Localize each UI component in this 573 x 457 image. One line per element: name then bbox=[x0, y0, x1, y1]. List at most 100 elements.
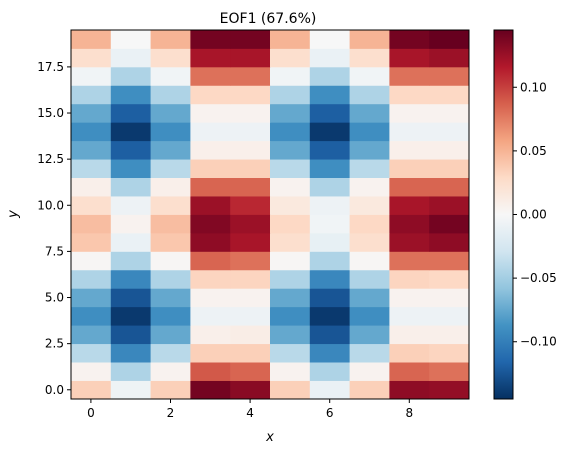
heatmap-cell bbox=[270, 214, 311, 234]
heatmap-cell bbox=[110, 232, 151, 252]
heatmap-cell bbox=[389, 214, 430, 234]
heatmap-cell bbox=[110, 380, 151, 400]
heatmap-cell bbox=[150, 30, 191, 49]
heatmap-cell bbox=[190, 380, 231, 400]
heatmap-cell bbox=[150, 362, 191, 381]
heatmap-cell bbox=[309, 362, 350, 381]
heatmap-cell bbox=[429, 380, 470, 400]
heatmap-cell bbox=[270, 232, 311, 252]
heatmap-cell bbox=[270, 66, 311, 86]
heatmap-cell bbox=[309, 269, 350, 289]
x-tick-label: 4 bbox=[246, 406, 254, 420]
heatmap-cell bbox=[270, 269, 311, 289]
heatmap-cell bbox=[349, 232, 390, 252]
heatmap-cell bbox=[349, 122, 390, 142]
heatmap-cell bbox=[150, 196, 191, 215]
heatmap-cell bbox=[429, 343, 470, 363]
heatmap-cell bbox=[309, 325, 350, 345]
heatmap-cell bbox=[190, 85, 231, 105]
heatmap-cell bbox=[429, 66, 470, 86]
heatmap-cell bbox=[389, 362, 430, 381]
heatmap-cell bbox=[429, 177, 470, 197]
heatmap-cell bbox=[150, 48, 191, 68]
heatmap-cell bbox=[349, 177, 390, 197]
heatmap-cell bbox=[389, 196, 430, 215]
heatmap-cell bbox=[429, 122, 470, 142]
heatmap-cell bbox=[150, 177, 191, 197]
heatmap-cell bbox=[389, 343, 430, 363]
heatmap-cell bbox=[309, 85, 350, 105]
heatmap-cell bbox=[110, 48, 151, 68]
chart-title: EOF1 (67.6%) bbox=[220, 11, 317, 27]
heatmap-cell bbox=[349, 325, 390, 345]
x-axis-ticks: 0 2 4 6 8 bbox=[87, 399, 413, 420]
heatmap-cell bbox=[71, 122, 112, 142]
heatmap-cell bbox=[349, 269, 390, 289]
heatmap-cell bbox=[389, 48, 430, 68]
heatmap-cell bbox=[190, 325, 231, 345]
heatmap-cell bbox=[389, 66, 430, 86]
heatmap-cell bbox=[190, 30, 231, 49]
heatmap-cell bbox=[309, 306, 350, 326]
heatmap-cell bbox=[389, 30, 430, 49]
heatmap-cell bbox=[150, 251, 191, 271]
heatmap-cell bbox=[110, 269, 151, 289]
heatmap-cell bbox=[389, 103, 430, 123]
plot-frame bbox=[70, 29, 470, 400]
heatmap-cell bbox=[71, 269, 112, 289]
heatmap-cell bbox=[270, 103, 311, 123]
heatmap-cell bbox=[190, 232, 231, 252]
y-tick-label: 0.0 bbox=[45, 383, 64, 397]
heatmap-cell bbox=[150, 343, 191, 363]
heatmap-cell bbox=[71, 232, 112, 252]
heatmap-cell bbox=[230, 232, 271, 252]
heatmap-cell bbox=[230, 325, 271, 345]
heatmap-cell bbox=[190, 214, 231, 234]
heatmap-cell bbox=[349, 196, 390, 215]
heatmap-cell bbox=[230, 48, 271, 68]
heatmap-cell bbox=[110, 140, 151, 160]
heatmap-cell bbox=[110, 196, 151, 215]
heatmap-cell bbox=[110, 159, 151, 178]
x-tick-label: 2 bbox=[167, 406, 175, 420]
heatmap-cell bbox=[389, 85, 430, 105]
heatmap-cell bbox=[230, 122, 271, 142]
heatmap-cell bbox=[389, 325, 430, 345]
heatmap-cell bbox=[110, 306, 151, 326]
heatmap-cell bbox=[150, 380, 191, 400]
heatmap-cell bbox=[230, 380, 271, 400]
heatmap-cell bbox=[230, 140, 271, 160]
heatmap-cell bbox=[429, 103, 470, 123]
heatmap-cell bbox=[110, 30, 151, 49]
heatmap-cell bbox=[389, 177, 430, 197]
heatmap-cell bbox=[230, 177, 271, 197]
heatmap-cell bbox=[270, 30, 311, 49]
heatmap-cell bbox=[389, 122, 430, 142]
x-tick-label: 0 bbox=[87, 406, 95, 420]
heatmap-cell bbox=[270, 177, 311, 197]
heatmap-cell bbox=[349, 48, 390, 68]
heatmap-cell bbox=[110, 362, 151, 381]
heatmap-cell bbox=[230, 214, 271, 234]
y-tick-label: 2.5 bbox=[45, 337, 64, 351]
y-tick-label: 7.5 bbox=[45, 244, 64, 258]
heatmap-cell bbox=[71, 288, 112, 308]
heatmap-cell bbox=[270, 85, 311, 105]
heatmap-cell bbox=[230, 30, 271, 49]
colorbar-ticks: −0.10 −0.05 0.00 0.05 0.10 bbox=[513, 80, 557, 349]
heatmap-cell bbox=[190, 288, 231, 308]
heatmap-cell bbox=[309, 30, 350, 49]
heatmap-cell bbox=[71, 140, 112, 160]
heatmap-cell bbox=[190, 159, 231, 178]
heatmap-cell bbox=[190, 66, 231, 86]
y-tick-label: 12.5 bbox=[37, 152, 64, 166]
heatmap-cell bbox=[309, 103, 350, 123]
heatmap-cell bbox=[71, 48, 112, 68]
heatmap-cell bbox=[150, 325, 191, 345]
x-axis-label: x bbox=[265, 430, 274, 445]
heatmap-cell bbox=[270, 343, 311, 363]
heatmap-cell bbox=[309, 140, 350, 160]
heatmap-cell bbox=[429, 306, 470, 326]
heatmap-cell bbox=[150, 159, 191, 178]
